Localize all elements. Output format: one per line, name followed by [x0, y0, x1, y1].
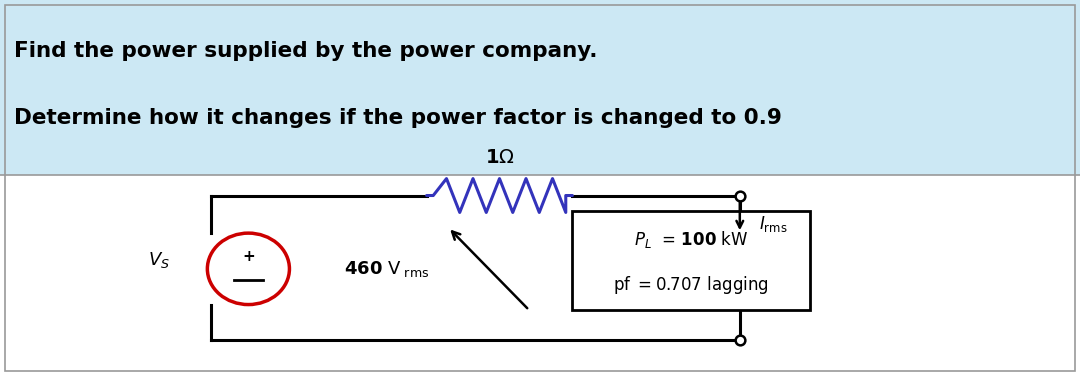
Text: $I_{\rm rms}$: $I_{\rm rms}$ [759, 214, 787, 234]
Bar [0, 0, 1080, 175]
FancyBboxPatch shape [572, 211, 810, 310]
Text: 1$\Omega$: 1$\Omega$ [485, 149, 514, 167]
Text: pf $= 0.707$ lagging: pf $= 0.707$ lagging [613, 274, 769, 296]
Bar [0, 175, 1080, 376]
Text: $\mathbf{460}$ V$_{\rm\ rms}$: $\mathbf{460}$ V$_{\rm\ rms}$ [343, 259, 430, 279]
Text: $V_S$: $V_S$ [148, 250, 170, 270]
Text: +: + [242, 249, 255, 264]
Text: Determine how it changes if the power factor is changed to 0.9: Determine how it changes if the power fa… [14, 108, 782, 129]
Text: $P_L\ $ = $\mathbf{100}$ kW: $P_L\ $ = $\mathbf{100}$ kW [634, 229, 748, 250]
Text: Find the power supplied by the power company.: Find the power supplied by the power com… [14, 41, 597, 61]
